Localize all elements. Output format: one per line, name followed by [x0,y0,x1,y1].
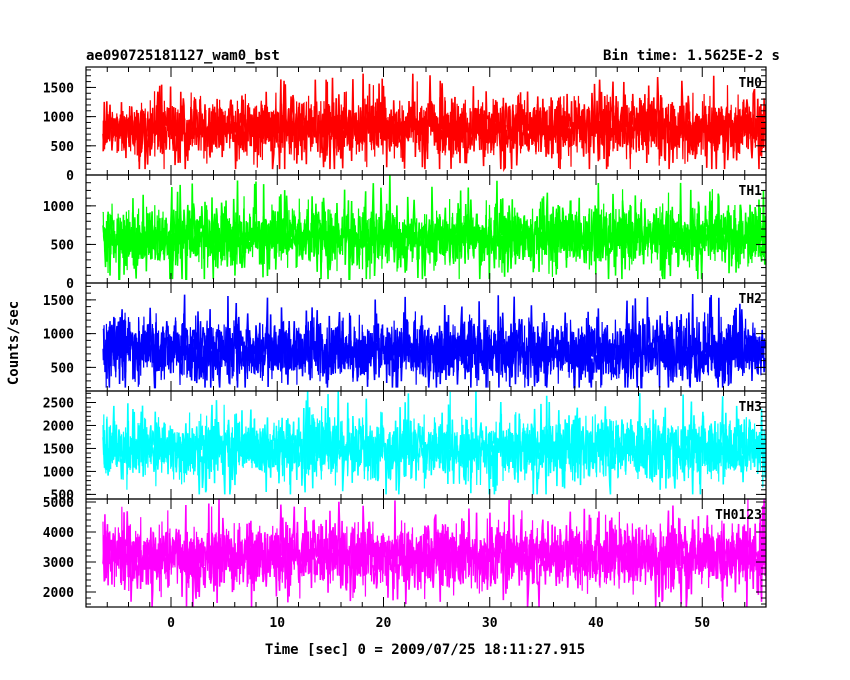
panel-label-th0: TH0 [739,76,763,91]
y-tick-label: 2000 [43,586,74,601]
panel-label-th3: TH3 [739,400,762,415]
panel-label-th1: TH1 [739,184,763,199]
series-core-th0 [102,81,766,170]
series-core-th2 [102,308,766,388]
y-tick-label: 1000 [43,200,74,215]
y-tick-label: 500 [51,238,75,253]
y-axis-label: Counts/sec [6,301,22,385]
panel-th0123: 2000 3000 4000 5000 TH0123 0 10 20 30 40 50 [43,496,767,631]
y-tick-label: 0 [66,277,74,292]
panel-th1: 0 500 1000 TH1 [43,174,767,292]
panel-th3: 500 1000 1500 2000 2500 TH3 [43,390,767,503]
panel-label-th0123: TH0123 [715,508,762,523]
y-tick-label: 5000 [43,496,74,511]
y-tick-label: 1000 [43,111,74,126]
x-tick-label: 0 [167,616,175,631]
y-tick-label: 0 [66,169,74,184]
panel-th0: 0 500 1000 1500 TH0 [43,66,767,184]
y-tick-label: 500 [51,361,75,376]
y-tick-label: 2500 [43,396,74,411]
panel-label-th2: TH2 [739,292,762,307]
y-tick-label: 1500 [43,442,74,457]
panel-th2: 500 1000 1500 TH2 [43,282,767,392]
x-tick-label: 10 [269,616,285,631]
header-right-title: Bin time: 1.5625E-2 s [603,48,780,64]
y-tick-label: 500 [51,140,75,155]
series-core-th1 [102,188,766,280]
y-tick-label: 1000 [43,465,74,480]
y-tick-label: 4000 [43,526,74,541]
x-tick-label: 50 [694,616,710,631]
series-core-th3 [102,391,766,490]
series-core-th0123 [102,499,766,600]
y-tick-label: 3000 [43,556,74,571]
y-tick-label: 500 [51,488,75,503]
y-tick-label: 1500 [43,294,74,309]
y-tick-label: 2000 [43,419,74,434]
x-axis-label: Time [sec] 0 = 2009/07/25 18:11:27.915 [265,642,585,658]
header-left-title: ae090725181127_wam0_bst [86,48,280,64]
x-tick-label: 20 [376,616,392,631]
y-tick-label: 1000 [43,328,74,343]
x-tick-label: 40 [588,616,604,631]
y-tick-label: 1500 [43,81,74,96]
x-tick-label: 30 [482,616,498,631]
